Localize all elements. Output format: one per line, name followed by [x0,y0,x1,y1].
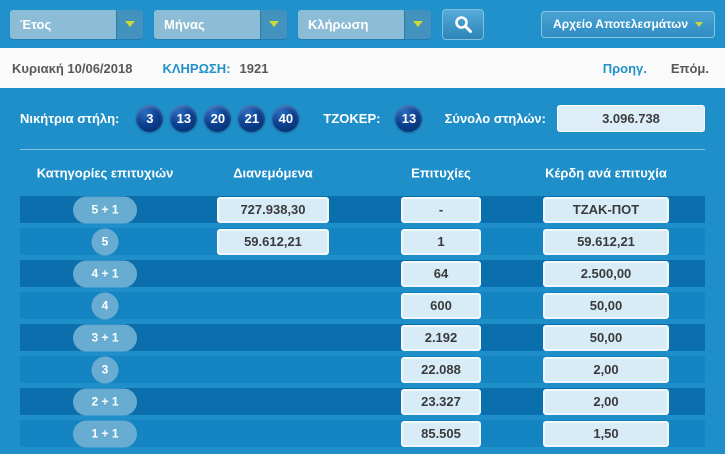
header-categories: Κατηγορίες επιτυχιών [36,165,174,181]
category-badge: 3 [91,356,119,383]
total-columns-value: 3.096.738 [557,105,705,132]
table-row: 5 59.612,21 1 59.612,21 [20,228,705,255]
category-badge: 3 + 1 [73,324,137,351]
chevron-down-icon [260,9,287,39]
number-ball: 21 [238,105,266,132]
number-ball: 20 [204,105,232,132]
prize-per-win-value: 50,00 [543,324,669,351]
chevron-down-icon [116,9,143,39]
prize-per-win-value: 50,00 [543,292,669,319]
draw-date: Κυριακή 10/06/2018 [12,60,133,76]
next-draw-link[interactable]: Επόμ. [670,60,709,76]
prize-per-win-value: 1,50 [543,420,669,447]
wins-value: 600 [401,292,481,319]
draw-info-bar: Κυριακή 10/06/2018 ΚΛΗΡΩΣΗ: 1921 Προηγ. … [0,48,725,88]
number-ball: 40 [272,105,300,132]
category-badge: 4 [91,292,119,319]
table-row: 4 + 1 64 2.500,00 [20,260,705,287]
chevron-down-icon [695,21,703,27]
joker-number-ball: 13 [395,105,423,132]
previous-draw-link[interactable]: Προηγ. [602,60,647,76]
results-table: 5 + 1 727.938,30 - ΤΖΑΚ-ΠΟΤ 5 59.612,21 1 59.61… [0,196,725,447]
distributed-value: 727.938,30 [217,196,329,223]
prize-per-win-value: 2,00 [543,356,669,383]
toolbar: Έτος Μήνας Κλήρωση Αρχείο Αποτελεσμάτων [0,0,725,48]
winning-numbers-strip: Νικήτρια στήλη: 3 13 20 21 40 ΤΖΟΚΕΡ: 13 Σύν… [0,88,725,149]
table-row: 3 + 1 2.192 50,00 [20,324,705,351]
table-row: 2 + 1 23.327 2,00 [20,388,705,415]
winning-numbers: 3 13 20 21 40 [136,105,300,132]
number-ball: 13 [170,105,198,132]
total-columns-group: Σύνολο στηλών: 3.096.738 [445,105,705,132]
search-icon [454,15,472,33]
joker-label: ΤΖΟΚΕΡ: [323,111,381,126]
wins-value: 1 [401,228,481,255]
draw-dropdown-label: Κλήρωση [298,9,404,39]
header-wins: Επιτυχίες [411,165,471,181]
category-badge: 1 + 1 [73,420,137,447]
table-row: 4 600 50,00 [20,292,705,319]
year-dropdown-label: Έτος [10,9,116,39]
prize-per-win-value: 2,00 [543,388,669,415]
wins-value: - [401,196,481,223]
divider [20,149,705,150]
category-badge: 2 + 1 [73,388,137,415]
archive-results-button[interactable]: Αρχείο Αποτελεσμάτων [541,10,715,38]
draw-number: 1921 [239,60,269,76]
archive-results-label: Αρχείο Αποτελεσμάτων [553,17,688,31]
wins-value: 85.505 [401,420,481,447]
year-dropdown[interactable]: Έτος [10,9,143,39]
table-row: 5 + 1 727.938,30 - ΤΖΑΚ-ΠΟΤ [20,196,705,223]
wins-value: 23.327 [401,388,481,415]
chevron-down-icon [404,9,431,39]
category-badge: 5 + 1 [73,196,137,223]
wins-value: 2.192 [401,324,481,351]
table-header-row: Κατηγορίες επιτυχιών Διανεμόμενα Επιτυχί… [20,150,705,196]
month-dropdown[interactable]: Μήνας [154,9,287,39]
winning-column-label: Νικήτρια στήλη: [20,111,120,126]
month-dropdown-label: Μήνας [154,9,260,39]
wins-value: 64 [401,260,481,287]
total-columns-label: Σύνολο στηλών: [444,111,546,126]
table-row: 1 + 1 85.505 1,50 [20,420,705,447]
category-badge: 4 + 1 [73,260,137,287]
wins-value: 22.088 [401,356,481,383]
category-badge: 5 [91,228,119,255]
distributed-value: 59.612,21 [217,228,329,255]
search-button[interactable] [442,8,484,40]
prize-per-win-value: 59.612,21 [543,228,669,255]
prize-per-win-value: 2.500,00 [543,260,669,287]
header-prize: Κέρδη ανά επιτυχία [545,165,667,181]
prize-per-win-value: ΤΖΑΚ-ΠΟΤ [543,196,669,223]
number-ball: 3 [136,105,164,132]
draw-dropdown[interactable]: Κλήρωση [298,9,431,39]
draw-label: ΚΛΗΡΩΣΗ: [162,60,231,76]
header-distributed: Διανεμόμενα [233,165,313,181]
table-row: 3 22.088 2,00 [20,356,705,383]
